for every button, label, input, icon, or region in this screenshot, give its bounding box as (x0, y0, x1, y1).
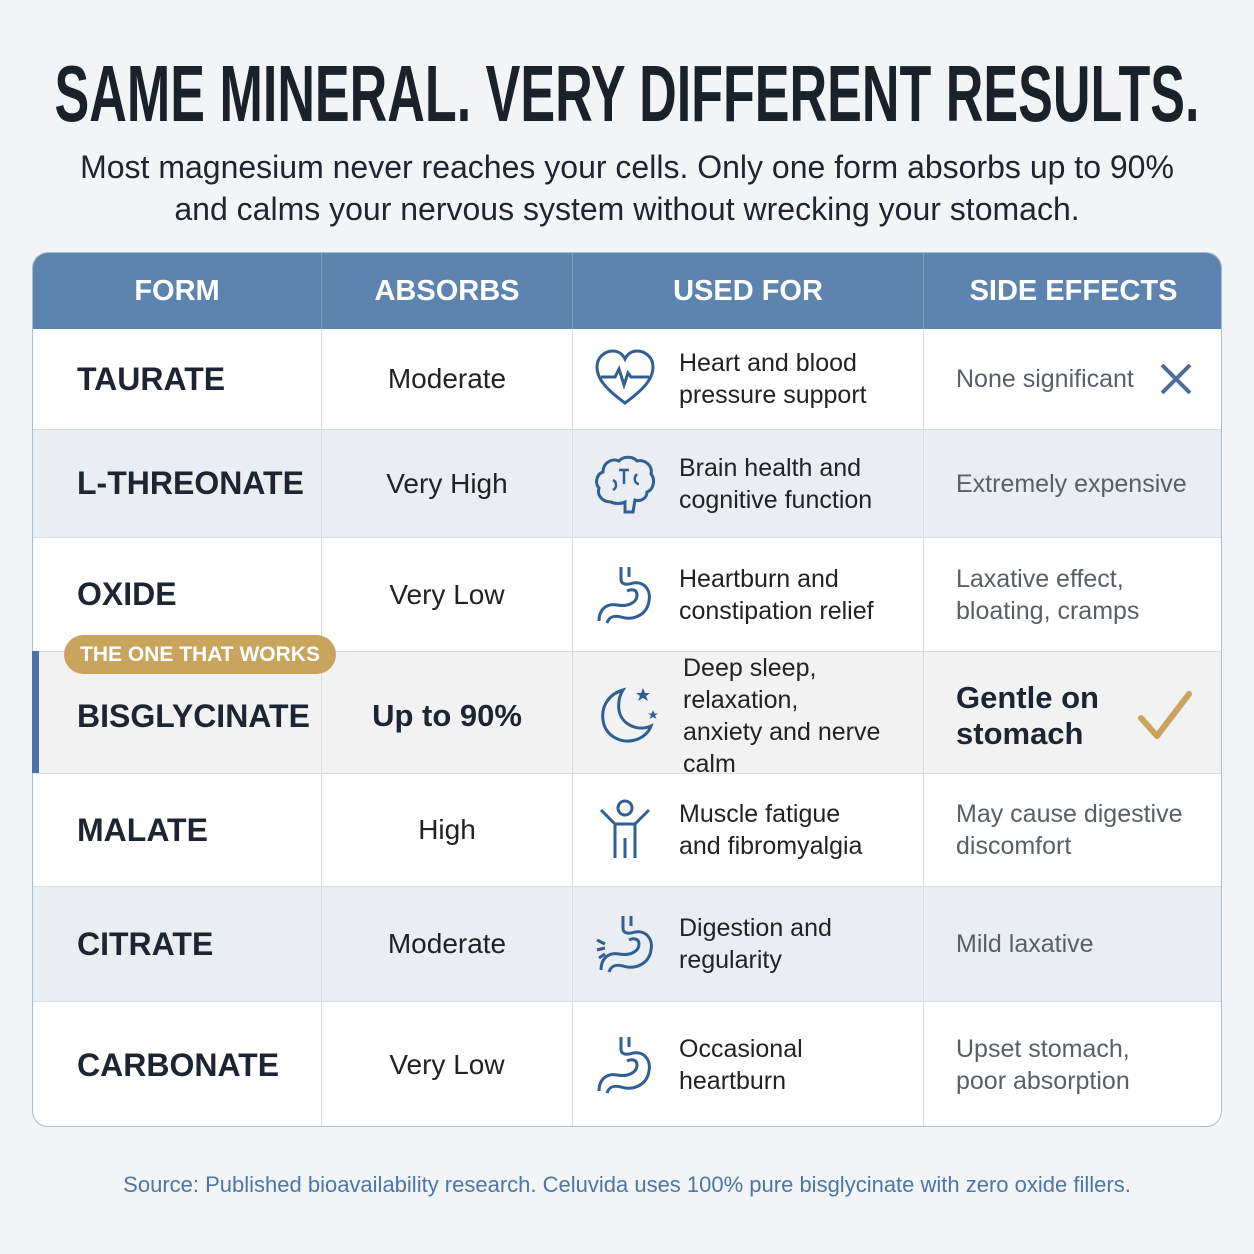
side-effects: May cause digestive discomfort (924, 774, 1221, 886)
stomach-icon (597, 566, 651, 624)
table-row: CITRATE Moderate Digestion and regularity… (33, 887, 1221, 1002)
stomach-icon (596, 916, 653, 973)
highlight-bar (32, 651, 39, 773)
text-line: heartburn (679, 1067, 787, 1095)
used-for: Occasional heartburn (573, 1002, 924, 1126)
text-line: Laxative effect, (956, 564, 1124, 593)
heart-icon (595, 349, 655, 405)
form: TAURATE (33, 329, 322, 429)
stomach-icon (597, 1037, 651, 1094)
moon-icon (601, 687, 658, 743)
column-header: ABSORBS (322, 253, 573, 329)
text-line: Muscle fatigue (679, 800, 841, 828)
absorbs: Moderate (322, 887, 573, 1001)
text-line: Mild laxative (956, 930, 1094, 958)
text-line: Extremely expensive (956, 469, 1187, 498)
text-line: Heart and blood (679, 349, 857, 377)
table-row: OXIDE Very Low Heartburn and constipation… (33, 538, 1221, 652)
text-line: Occasional (679, 1035, 803, 1063)
used-for: Digestion and regularity (573, 887, 924, 1001)
form: L-THREONATE (33, 430, 322, 537)
text-line: Gentle on (956, 680, 1099, 715)
absorbs: Very Low (322, 1002, 573, 1126)
table-row: MALATE High Muscle fatigue and fibromyalg… (33, 774, 1221, 887)
absorbs: Moderate (322, 329, 573, 429)
text-line: May cause digestive (956, 800, 1183, 828)
header-row: FORM ABSORBS USED FOR SIDE EFFECTS (33, 253, 1221, 329)
column-header: USED FOR (573, 253, 924, 329)
text-line: regularity (679, 946, 782, 974)
text-line: Upset stomach, (956, 1035, 1130, 1063)
text-line: Heartburn and (679, 564, 839, 593)
side-effects: Extremely expensive (924, 430, 1221, 537)
text-line: cognitive function (679, 485, 873, 514)
text-line: poor absorption (956, 1067, 1130, 1095)
text-line: pressure support (679, 381, 867, 409)
used-for: Brain health and cognitive function (573, 430, 924, 537)
absorbs: Very High (322, 430, 573, 537)
brain-icon (595, 455, 656, 513)
table-row: TAURATE Moderate Heart and blood pressure… (33, 329, 1221, 430)
x-icon (1160, 363, 1192, 395)
used-for: Muscle fatigue and fibromyalgia (573, 774, 924, 886)
text-line: anxiety and nerve calm (683, 718, 881, 778)
absorbs: Very Low (322, 538, 573, 651)
text-line: None significant (956, 365, 1134, 393)
absorbs: High (322, 774, 573, 886)
table-row: BISGLYCINATE Up to 90% Deep sleep, relax… (33, 652, 1221, 780)
column-header: FORM (33, 253, 322, 329)
form: BISGLYCINATE (33, 652, 322, 780)
source-note: Source: Published bioavailability resear… (123, 1172, 1131, 1197)
form: CITRATE (33, 887, 322, 1001)
subtitle-line: Most magnesium never reaches your cells.… (80, 149, 1174, 185)
comparison-table: FORM ABSORBS USED FOR SIDE EFFECTS TAURA… (32, 252, 1222, 1127)
form: CARBONATE (33, 1002, 322, 1126)
text-line: Brain health and (679, 453, 862, 482)
text-line: Deep sleep, relaxation, (683, 654, 817, 714)
subtitle: Most magnesium never reaches your cells.… (0, 146, 1254, 230)
side-effects: Gentle on stomach (924, 652, 1221, 780)
title-box: SAME MINERAL. VERY DIFFERENT RESULTS. (55, 49, 1200, 138)
side-effects: Mild laxative (924, 887, 1221, 1001)
page-title: SAME MINERAL. VERY DIFFERENT RESULTS. (55, 49, 1200, 138)
text-line: bloating, cramps (956, 596, 1140, 625)
text-line: constipation relief (679, 596, 874, 625)
subtitle-line: and calms your nervous system without wr… (174, 191, 1080, 227)
table-row: CARBONATE Very Low Occasional heartburn U… (33, 1002, 1221, 1126)
text-line: stomach (956, 716, 1084, 751)
used-for: Heartburn and constipation relief (573, 538, 924, 651)
used-for: Deep sleep, relaxation, anxiety and nerve… (573, 652, 924, 780)
check-icon (1138, 691, 1192, 739)
side-effects: Laxative effect, bloating, cramps (924, 538, 1221, 651)
table-row: L-THREONATE Very High Brain health and co… (33, 430, 1221, 538)
badge: THE ONE THAT WORKS (64, 635, 336, 674)
side-effects: Upset stomach, poor absorption (924, 1002, 1221, 1126)
absorbs: Up to 90% (322, 652, 573, 780)
used-for: Heart and blood pressure support (573, 329, 924, 429)
person-icon (599, 799, 651, 858)
text-line: and fibromyalgia (679, 832, 863, 860)
form: MALATE (33, 774, 322, 886)
column-header: SIDE EFFECTS (969, 274, 1178, 307)
form: OXIDE (33, 538, 322, 651)
text-line: Digestion and (679, 914, 832, 942)
side-effects: None significant (924, 329, 1221, 429)
text-line: discomfort (956, 832, 1072, 860)
